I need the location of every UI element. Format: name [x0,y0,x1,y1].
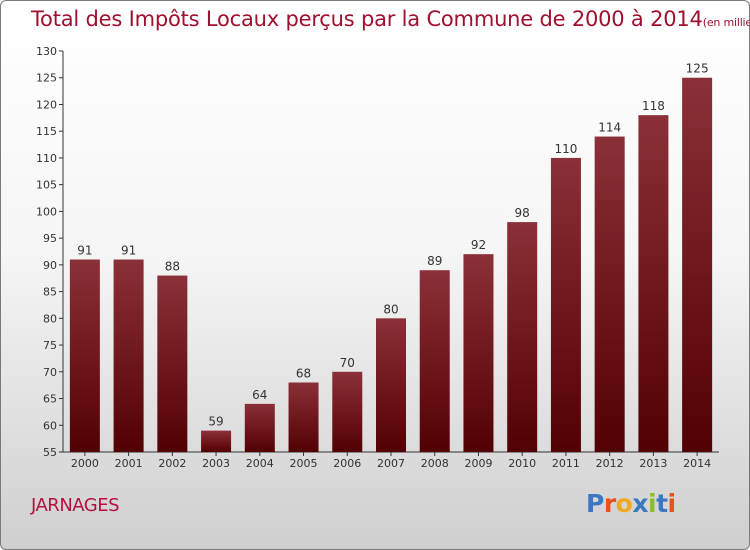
x-tick-label: 2000 [71,457,99,470]
logo-letter: r [603,489,616,518]
y-tick-label: 90 [43,259,57,272]
bar-value-label: 59 [208,415,223,429]
bar [69,259,100,452]
x-tick-label: 2014 [683,457,711,470]
bar-value-label: 80 [383,302,398,316]
chart-title-text: Total des Impôts Locaux perçus par la Co… [31,7,703,31]
logo-letter: i [667,489,677,518]
logo-letter: P [586,489,604,518]
bar [288,382,319,452]
logo-letter: i [648,489,657,518]
bar [201,430,232,452]
chart-axes: 55 60 65 70 75 80 85 90 95 100 105 110 115 120 125 130 2… [36,45,719,470]
proxiti-logo[interactable]: Proxiti [586,489,676,518]
bar-value-label: 125 [686,62,709,76]
y-tick-label: 65 [43,393,57,406]
y-tick-label: 95 [43,232,57,245]
bar-value-label: 64 [252,388,267,402]
x-tick-label: 2012 [596,457,624,470]
bar-value-label: 114 [598,121,621,135]
bar [507,222,538,452]
bar-value-label: 98 [515,206,530,220]
y-tick-label: 130 [36,45,57,58]
y-tick-label: 60 [43,419,57,432]
bar [594,136,625,452]
bar-value-label: 92 [471,238,486,252]
y-tick-label: 125 [36,72,57,85]
x-tick-label: 2001 [115,457,143,470]
bar-value-label: 88 [165,260,180,274]
x-tick-label: 2004 [246,457,274,470]
y-tick-label: 55 [43,446,57,459]
bar [113,259,144,452]
bar-value-label: 68 [296,366,311,380]
x-tick-label: 2005 [290,457,318,470]
y-tick-label: 115 [36,125,57,138]
y-tick-label: 120 [36,98,57,111]
x-tick-label: 2010 [508,457,536,470]
chart-unit-label: (en milliers d'€) [702,16,749,29]
commune-name: JARNAGES [31,495,120,516]
bar [419,270,450,452]
x-tick-label: 2011 [552,457,580,470]
bar [376,318,406,452]
y-tick-label: 85 [43,286,57,299]
bar [550,157,581,452]
bar-value-label: 70 [340,356,355,370]
y-tick-label: 80 [43,312,57,325]
bar-value-label: 89 [427,254,442,268]
y-tick-label: 105 [36,179,57,192]
x-tick-label: 2013 [639,457,667,470]
y-tick-label: 75 [43,339,57,352]
bar [244,403,275,452]
x-tick-label: 2007 [377,457,405,470]
bar-value-label: 91 [121,244,136,258]
logo-letter: x [632,489,648,518]
bar-value-label: 118 [642,99,665,113]
bar-value-label: 91 [77,244,92,258]
x-tick-label: 2002 [158,457,186,470]
x-tick-label: 2008 [421,457,449,470]
y-tick-label: 70 [43,366,57,379]
y-tick-label: 100 [36,205,57,218]
bar-value-label: 110 [554,142,577,156]
chart-bars: 91 91 88 59 64 68 70 80 89 92 98 110 114 118 125 [69,62,713,452]
x-tick-label: 2009 [464,457,492,470]
logo-letter: o [615,489,633,518]
x-tick-label: 2006 [333,457,361,470]
logo-letter: t [656,489,668,518]
x-tick-label: 2003 [202,457,230,470]
bar [638,115,669,452]
bar [157,275,188,452]
y-tick-label: 110 [36,152,57,165]
bar [332,371,363,452]
bar [682,77,713,452]
bar [463,254,494,452]
chart-title: Total des Impôts Locaux perçus par la Co… [31,7,749,31]
